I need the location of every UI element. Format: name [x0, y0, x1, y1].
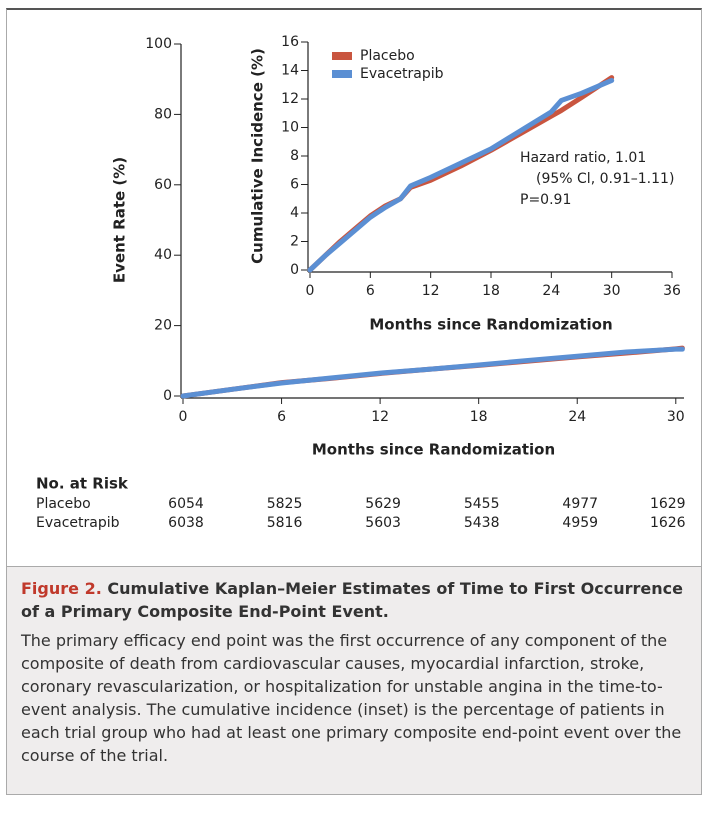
risk-value: 5603: [365, 515, 401, 531]
annotation: Hazard ratio, 1.01: [520, 150, 646, 166]
x-tick-label: 6: [366, 283, 375, 299]
risk-value: 6054: [168, 496, 204, 512]
x-axis-title: Months since Randomization: [312, 441, 555, 459]
y-tick-label: 0: [290, 262, 299, 278]
y-axis-title: Event Rate (%): [111, 157, 129, 283]
risk-row-label: Placebo: [36, 496, 91, 512]
risk-table-title: No. at Risk: [36, 475, 129, 493]
annotation: P=0.91: [520, 192, 571, 208]
risk-value: 5438: [464, 515, 500, 531]
x-tick-label: 12: [371, 409, 389, 425]
x-tick-label: 18: [482, 283, 500, 299]
y-tick-label: 2: [290, 234, 299, 250]
risk-row-label: Evacetrapib: [36, 515, 120, 531]
legend-swatch: [332, 52, 352, 60]
y-tick-label: 0: [163, 388, 172, 404]
x-tick-label: 36: [663, 283, 681, 299]
legend-label: Placebo: [360, 48, 415, 64]
x-tick-label: 6: [277, 409, 286, 425]
risk-value: 5455: [464, 496, 500, 512]
y-tick-label: 80: [154, 106, 172, 122]
x-tick-label: 0: [306, 283, 315, 299]
risk-value: 6038: [168, 515, 204, 531]
y-tick-label: 40: [154, 247, 172, 263]
y-tick-label: 16: [281, 34, 299, 50]
series-line: [307, 77, 615, 273]
risk-value: 1626: [650, 515, 686, 531]
caption-text: The primary efficacy end point was the f…: [21, 631, 682, 765]
y-tick-label: 12: [281, 91, 299, 107]
series-line: [180, 346, 685, 399]
risk-value: 5816: [267, 515, 303, 531]
x-tick-label: 0: [179, 409, 188, 425]
y-tick-label: 20: [154, 318, 172, 334]
y-axis-title: Cumulative Incidence (%): [249, 48, 267, 264]
x-tick-label: 12: [422, 283, 440, 299]
y-tick-label: 8: [290, 148, 299, 164]
x-tick-label: 24: [542, 283, 560, 299]
risk-value: 5629: [365, 496, 401, 512]
legend-label: Evacetrapib: [360, 66, 444, 82]
caption-heading: Figure 2. Cumulative Kaplan–Meier Estima…: [21, 577, 687, 623]
x-tick-label: 18: [470, 409, 488, 425]
y-tick-label: 100: [145, 36, 172, 52]
x-tick-label: 30: [603, 283, 621, 299]
y-tick-label: 10: [281, 120, 299, 136]
caption-title: Cumulative Kaplan–Meier Estimates of Tim…: [21, 579, 683, 621]
y-tick-label: 4: [290, 205, 299, 221]
legend-swatch: [332, 70, 352, 78]
risk-value: 4977: [562, 496, 598, 512]
risk-value: 1629: [650, 496, 686, 512]
caption: Figure 2. Cumulative Kaplan–Meier Estima…: [6, 566, 702, 795]
annotation: (95% Cl, 0.91–1.11): [536, 171, 674, 187]
y-tick-label: 60: [154, 177, 172, 193]
y-tick-label: 6: [290, 177, 299, 193]
y-tick-label: 14: [281, 63, 299, 79]
x-tick-label: 30: [667, 409, 685, 425]
risk-value: 5825: [267, 496, 303, 512]
x-tick-label: 24: [568, 409, 586, 425]
x-axis-title: Months since Randomization: [369, 316, 612, 334]
risk-value: 4959: [562, 515, 598, 531]
caption-label: Figure 2.: [21, 579, 102, 598]
